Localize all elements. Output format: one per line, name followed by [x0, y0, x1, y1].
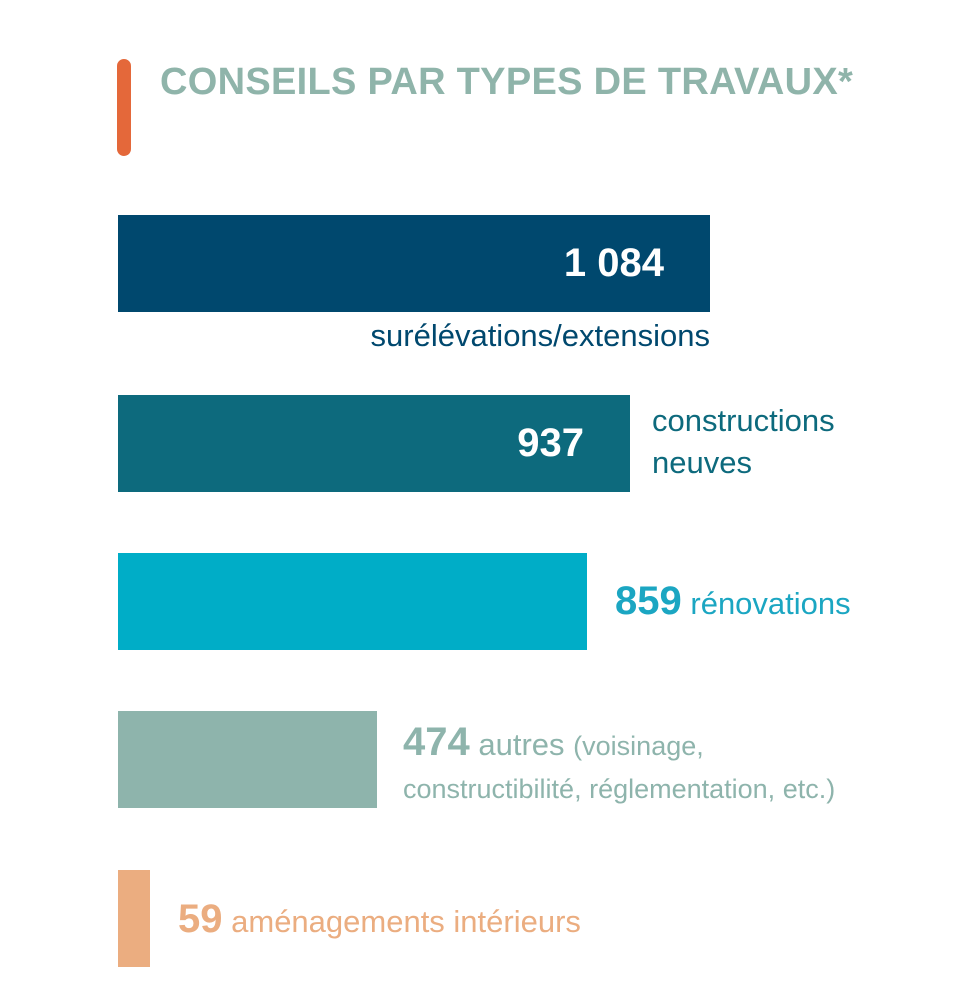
- chart-title: CONSEILS PAR TYPES DE TRAVAUX*: [160, 61, 854, 103]
- category-name: rénovations: [690, 586, 851, 621]
- category-label-amenagements-interieurs: 59 aménagements intérieurs: [178, 898, 581, 943]
- bar-renovations: [118, 553, 587, 650]
- category-label-surelevations-extensions: surélévations/extensions: [371, 315, 710, 357]
- category-detail: (voisinage,: [573, 731, 704, 761]
- bar-value-label: 474: [403, 720, 470, 764]
- bar-constructions-neuves: 937: [118, 395, 630, 492]
- bar-surelevations-extensions: 1 084: [118, 215, 710, 312]
- category-name: autres: [478, 727, 565, 762]
- category-label-autres: 474 autres (voisinage, constructibilité,…: [403, 721, 835, 810]
- bar-amenagements-interieurs: [118, 870, 150, 967]
- category-name-line2: neuves: [652, 445, 752, 480]
- category-label-constructions-neuves: constructions neuves: [652, 400, 835, 484]
- bar-value-label: 1 084: [563, 241, 664, 285]
- bar-autres: [118, 711, 377, 808]
- bar-value-label: 59: [178, 897, 223, 941]
- category-name: constructions: [652, 403, 835, 438]
- category-detail-line2: constructibilité, réglementation, etc.): [403, 774, 836, 804]
- bar-value-label: 937: [517, 421, 584, 465]
- category-name: aménagements intérieurs: [231, 904, 581, 939]
- title-accent-bar: [117, 59, 131, 156]
- category-name: surélévations/extensions: [370, 318, 710, 353]
- category-label-renovations: 859 rénovations: [615, 580, 851, 625]
- bar-value-label: 859: [615, 579, 682, 623]
